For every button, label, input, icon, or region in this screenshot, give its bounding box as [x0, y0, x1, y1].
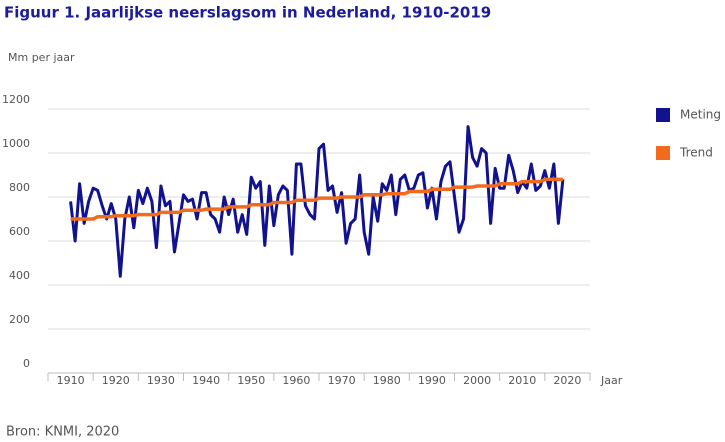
- x-tick-label: 1960: [282, 374, 310, 387]
- x-tick-label: 1910: [57, 374, 85, 387]
- y-tick-label: 600: [9, 225, 30, 238]
- x-tick-label: 1970: [328, 374, 356, 387]
- y-tick-label: 1000: [2, 137, 30, 150]
- y-tick-label: 1200: [2, 93, 30, 106]
- legend-swatch: [656, 146, 670, 160]
- y-tick-label: 0: [23, 357, 30, 370]
- chart-title: Figuur 1. Jaarlijkse neerslagsom in Nede…: [4, 4, 491, 22]
- x-tick-label: 1920: [102, 374, 130, 387]
- x-tick-label: 1930: [147, 374, 175, 387]
- x-tick-label: 1980: [373, 374, 401, 387]
- data-line: [70, 177, 563, 221]
- y-axis-label: Mm per jaar: [8, 51, 75, 64]
- x-tick-label: 2010: [508, 374, 536, 387]
- data-line: [69, 125, 565, 278]
- legend-label: Meting: [680, 108, 721, 122]
- x-tick-label: 1940: [192, 374, 220, 387]
- x-tick-label: 1990: [418, 374, 446, 387]
- legend-label: Trend: [679, 146, 713, 160]
- source: Bron: KNMI, 2020: [6, 425, 119, 440]
- x-tick-label: 1950: [237, 374, 265, 387]
- y-tick-label: 800: [9, 181, 30, 194]
- x-axis-label: Jaar: [600, 374, 623, 387]
- legend-swatch: [656, 108, 670, 122]
- y-tick-label: 200: [9, 313, 30, 326]
- y-tick-label: 400: [9, 269, 30, 282]
- x-tick-label: 2020: [553, 374, 581, 387]
- x-tick-label: 2000: [463, 374, 491, 387]
